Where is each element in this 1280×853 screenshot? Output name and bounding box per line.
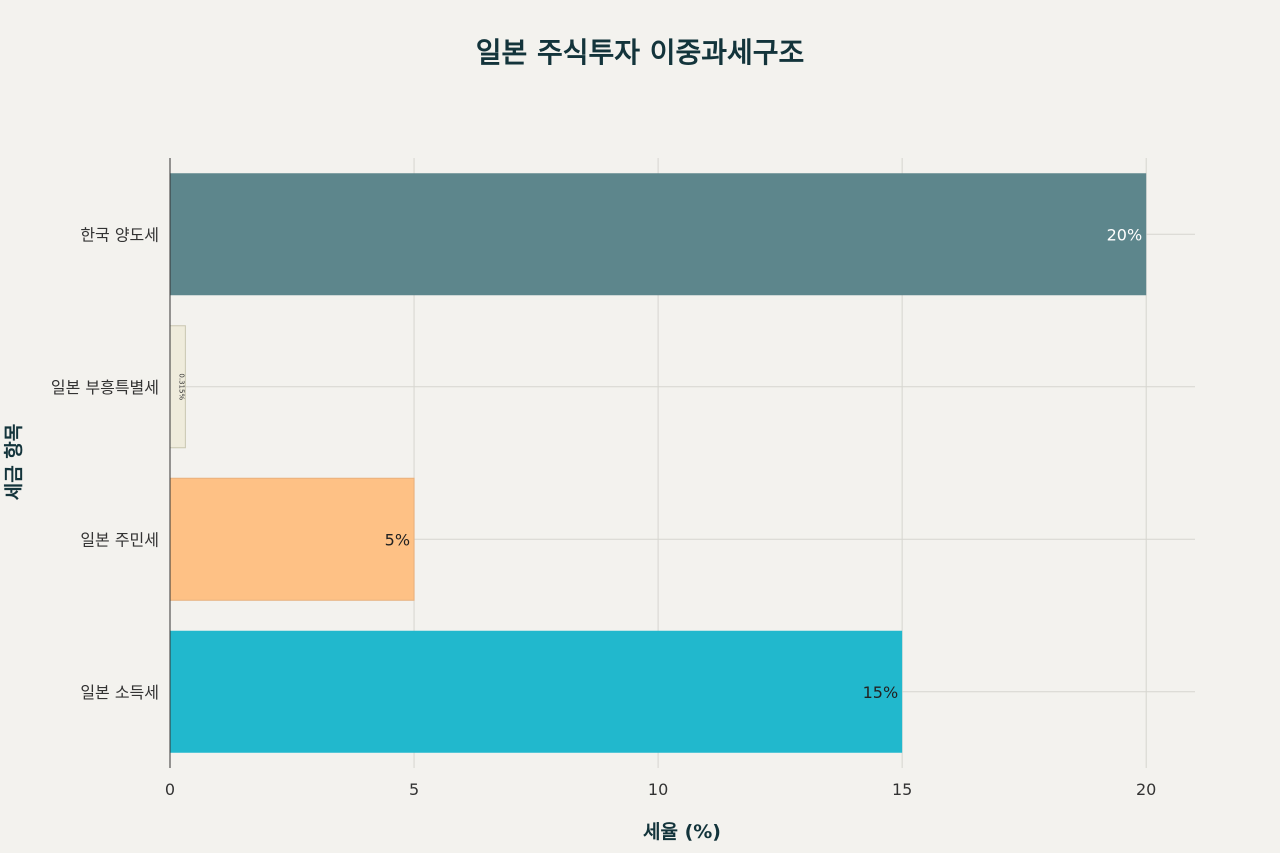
y-tick-label: 일본 부흥특별세 (51, 378, 159, 397)
chart-title: 일본 주식투자 이중과세구조 (476, 36, 805, 69)
y-tick-label: 일본 주민세 (80, 530, 159, 549)
bar (170, 630, 903, 753)
bars (169, 173, 1147, 753)
bar-value-label: 5% (385, 530, 410, 549)
labels: 0 5 10 15 20 한국 양도세 20% 일본 부흥특별세 0.315% 일본 주민세 5% 일… (51, 225, 1157, 799)
x-tick-label: 20 (1136, 780, 1156, 799)
x-tick-label: 10 (648, 780, 668, 799)
bar-value-label: 0.315% (178, 373, 186, 400)
y-tick-label: 일본 소득세 (80, 683, 159, 702)
x-tick-label: 5 (409, 780, 419, 799)
bar (170, 173, 1147, 296)
y-axis-title: 세금 항목 (3, 424, 25, 501)
bar-value-label: 15% (863, 683, 899, 702)
x-axis-title: 세율 (%) (643, 821, 721, 843)
bar (169, 477, 415, 601)
bar-value-label: 20% (1107, 225, 1143, 244)
x-tick-label: 0 (165, 780, 175, 799)
y-tick-label: 한국 양도세 (80, 225, 159, 244)
x-tick-label: 15 (892, 780, 912, 799)
